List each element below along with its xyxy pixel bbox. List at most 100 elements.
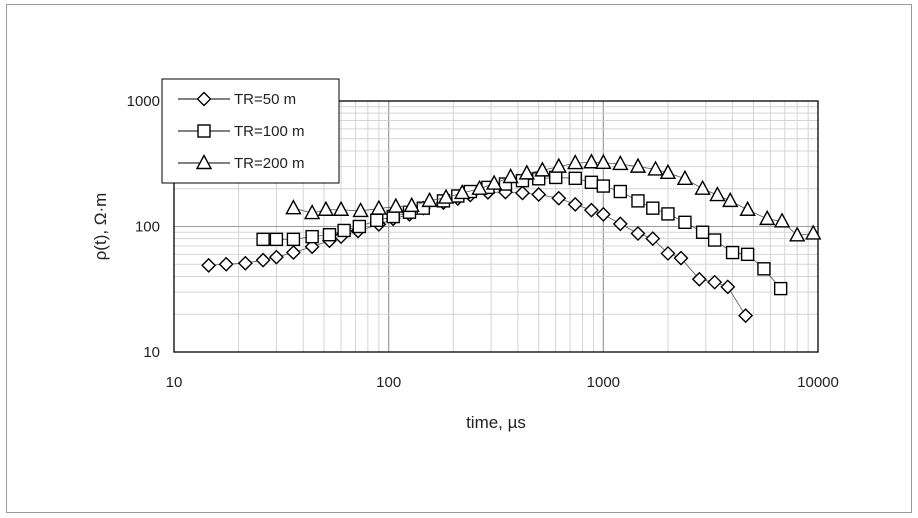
data-point-tr200	[332, 200, 350, 216]
data-point-tr100	[286, 232, 301, 247]
y-tick-label: 100	[135, 219, 160, 236]
data-point-tr200	[629, 157, 647, 173]
data-point-tr100	[757, 262, 771, 276]
data-point-tr100	[568, 171, 582, 186]
x-tick-label: 10	[166, 374, 183, 391]
data-point-tr50	[255, 252, 271, 268]
legend-label-tr200: TR=200 m	[234, 155, 304, 172]
data-point-tr200	[694, 179, 711, 195]
legend-marker-shape	[195, 154, 213, 170]
data-point-tr50	[707, 274, 723, 290]
data-point-tr200	[454, 183, 471, 200]
data-point-tr50	[551, 190, 567, 206]
data-point-tr100	[631, 194, 645, 208]
data-point-tr200	[471, 179, 488, 195]
data-point-tr200	[421, 191, 438, 208]
plot-area	[173, 100, 819, 353]
data-point-tr100	[707, 233, 722, 247]
data-point-tr50	[612, 216, 628, 232]
data-point-tr200	[317, 200, 335, 216]
data-point-tr200	[583, 153, 600, 169]
data-point-tr100	[646, 201, 660, 215]
data-point-tr200	[647, 160, 664, 176]
data-point-tr100	[256, 232, 270, 247]
data-point-tr100	[596, 179, 611, 193]
y-tick-label: 1000	[127, 93, 160, 110]
data-point-tr200	[595, 153, 612, 169]
data-point-tr200	[722, 191, 739, 208]
data-point-tr200	[352, 201, 369, 218]
data-point-tr100	[613, 184, 628, 199]
data-point-tr50	[268, 249, 284, 265]
x-tick-label: 10000	[797, 374, 839, 391]
data-point-tr200	[612, 154, 629, 171]
chart-frame	[6, 4, 912, 513]
data-point-tr50	[673, 250, 689, 266]
data-point-tr50	[237, 255, 253, 271]
data-point-tr200	[676, 169, 694, 185]
legend-marker-square	[197, 124, 211, 138]
data-point-tr200	[759, 209, 776, 226]
legend-item-tr200: TR=200 m	[178, 154, 304, 172]
data-point-tr50	[660, 245, 676, 261]
legend-label-tr100: TR=100 m	[234, 123, 304, 140]
data-point-tr200	[659, 163, 677, 179]
data-point-tr100	[661, 207, 675, 221]
data-point-tr200	[805, 224, 822, 240]
x-tick-label: 1000	[587, 374, 620, 391]
data-point-tr200	[502, 168, 519, 184]
data-point-tr200	[403, 196, 420, 213]
data-point-tr50	[514, 185, 530, 201]
data-point-tr100	[305, 229, 319, 244]
y-axis-label: ρ(t), Ω·m	[91, 193, 110, 261]
data-point-tr200	[285, 199, 302, 215]
legend-item-tr50: TR=50 m	[178, 91, 296, 108]
data-point-tr50	[201, 257, 217, 273]
legend-marker-shape	[197, 124, 211, 138]
x-axis-label: time, µs	[466, 413, 526, 432]
data-point-tr200	[518, 164, 535, 180]
data-point-tr100	[584, 175, 599, 190]
data-point-tr50	[567, 196, 583, 212]
legend-item-tr100: TR=100 m	[178, 123, 304, 140]
data-point-tr200	[789, 226, 806, 242]
data-point-tr50	[630, 225, 646, 241]
tick-labels: 10 100 1000 10000 10 100 1000	[127, 93, 839, 391]
data-point-tr100	[725, 245, 740, 260]
series-layer	[201, 153, 822, 324]
legend-label-tr50: TR=50 m	[234, 91, 296, 108]
data-point-tr100	[370, 213, 384, 228]
data-point-tr100	[549, 170, 563, 185]
data-point-tr100	[695, 225, 710, 239]
series-tr200	[285, 153, 822, 242]
legend-marker-triangle	[195, 154, 213, 170]
data-point-tr200	[739, 200, 756, 216]
legend: TR=50 m TR=100 m TR=200 m	[161, 78, 340, 184]
data-point-tr50	[720, 279, 736, 295]
data-point-tr200	[303, 204, 321, 220]
data-point-tr100	[337, 223, 351, 238]
data-point-tr50	[583, 202, 599, 218]
data-point-tr200	[485, 174, 503, 190]
data-point-tr200	[437, 188, 455, 204]
data-point-tr50	[304, 239, 320, 255]
data-point-tr100	[322, 228, 337, 242]
data-point-tr50	[645, 231, 661, 247]
y-tick-label: 10	[143, 344, 160, 361]
data-point-tr200	[534, 161, 551, 177]
data-point-tr50	[595, 206, 611, 222]
data-point-tr200	[550, 157, 567, 173]
data-point-tr100	[352, 219, 367, 234]
data-point-tr100	[269, 232, 284, 247]
data-point-tr200	[567, 154, 584, 170]
data-point-tr200	[773, 212, 791, 228]
data-point-tr50	[285, 245, 301, 261]
data-point-tr50	[218, 256, 234, 272]
data-point-tr200	[709, 186, 726, 202]
data-point-tr100	[740, 247, 755, 262]
data-point-tr200	[387, 197, 405, 213]
legend-marker-diamond	[196, 91, 212, 107]
legend-marker-shape	[196, 91, 212, 107]
data-point-tr50	[531, 186, 547, 202]
